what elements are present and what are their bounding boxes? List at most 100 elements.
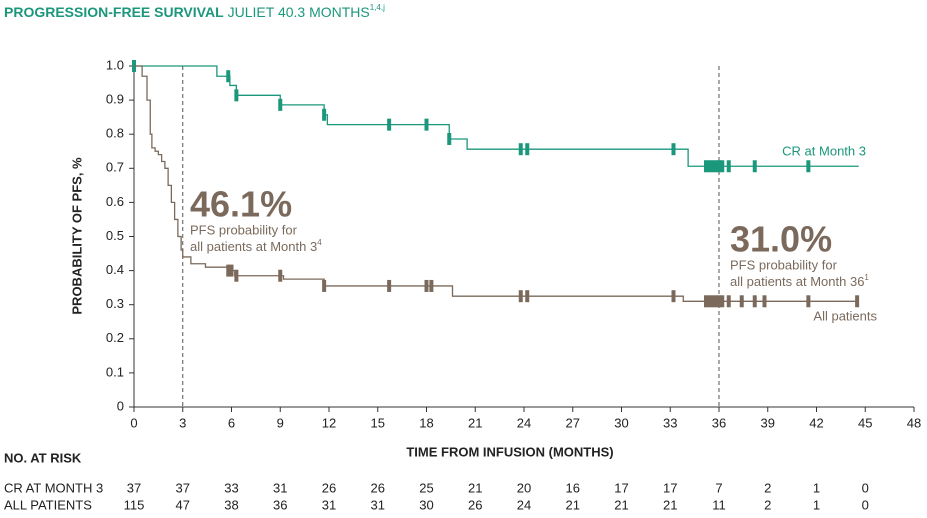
- risk-value: 37: [127, 480, 141, 495]
- censor-mark: [234, 89, 239, 102]
- risk-value: 0: [862, 480, 869, 495]
- censor-mark: [713, 295, 718, 308]
- annotation-text: all patients at Month 34: [190, 238, 322, 254]
- risk-value: 7: [715, 480, 722, 495]
- censor-mark: [710, 295, 715, 308]
- risk-row-label: CR AT MONTH 3: [4, 480, 103, 495]
- risk-value: 25: [419, 480, 433, 495]
- annotation-text: all patients at Month 361: [730, 273, 869, 289]
- risk-value: 21: [468, 480, 482, 495]
- risk-value: 21: [663, 497, 677, 512]
- y-tick-label: 0.3: [106, 296, 124, 311]
- annotation-line: all patients at Month 36: [730, 274, 864, 289]
- risk-value: 2: [764, 497, 771, 512]
- censor-mark: [525, 143, 530, 156]
- censor-mark: [713, 160, 718, 173]
- x-tick-label: 45: [858, 415, 872, 430]
- risk-value: 21: [614, 497, 628, 512]
- y-tick-label: 0.9: [106, 92, 124, 107]
- risk-value: 2: [764, 480, 771, 495]
- risk-value: 115: [124, 497, 145, 512]
- censor-mark: [855, 295, 860, 308]
- x-tick-label: 30: [614, 415, 628, 430]
- censor-mark: [278, 98, 283, 111]
- x-tick-label: 15: [371, 415, 385, 430]
- censor-mark: [739, 295, 744, 308]
- risk-value: 0: [862, 497, 869, 512]
- risk-value: 26: [468, 497, 482, 512]
- risk-value: 17: [614, 480, 628, 495]
- risk-row-label: ALL PATIENTS: [4, 497, 92, 512]
- risk-value: 31: [371, 497, 385, 512]
- censor-mark: [518, 143, 523, 156]
- annotation-value: 46.1%: [190, 184, 292, 225]
- risk-value: 24: [517, 497, 531, 512]
- censor-mark: [726, 160, 731, 173]
- series-label: CR at Month 3: [782, 143, 866, 158]
- x-tick-label: 12: [322, 415, 336, 430]
- risk-value: 31: [273, 480, 287, 495]
- survival-curve: [134, 65, 859, 302]
- x-tick-label: 9: [277, 415, 284, 430]
- censor-mark: [229, 264, 234, 277]
- censor-mark: [322, 108, 327, 121]
- risk-value: 20: [517, 480, 531, 495]
- title-rest: JULIET 40.3 MONTHS: [228, 4, 370, 20]
- annotation-text: PFS probability for: [730, 257, 838, 272]
- x-tick-label: 39: [761, 415, 775, 430]
- censor-mark: [278, 269, 283, 282]
- title-bold: PROGRESSION-FREE SURVIVAL: [4, 4, 224, 20]
- series-label: All patients: [813, 308, 877, 323]
- x-tick-label: 18: [419, 415, 433, 430]
- risk-value: 11: [712, 497, 726, 512]
- censor-mark: [387, 118, 392, 131]
- y-tick-label: 0.8: [106, 126, 124, 141]
- censor-mark: [806, 160, 811, 173]
- risk-value: 36: [273, 497, 287, 512]
- x-tick-label: 42: [809, 415, 823, 430]
- censor-mark: [234, 269, 239, 282]
- censor-mark: [671, 143, 676, 156]
- x-tick-label: 0: [130, 415, 137, 430]
- risk-value: 37: [176, 480, 190, 495]
- censor-mark: [387, 279, 392, 292]
- annotation-sup: 1: [864, 273, 869, 282]
- censor-mark: [707, 160, 712, 173]
- annotation-line: all patients at Month 3: [190, 239, 317, 254]
- censor-mark: [704, 295, 708, 308]
- censor-mark: [752, 295, 757, 308]
- y-tick-label: 0.6: [106, 194, 124, 209]
- censor-mark: [717, 295, 721, 308]
- censor-mark: [226, 70, 231, 83]
- censor-mark: [762, 295, 767, 308]
- censor-mark: [671, 290, 676, 303]
- censor-mark: [720, 160, 725, 173]
- censor-mark: [424, 279, 429, 292]
- annotation-value: 31.0%: [730, 219, 832, 260]
- censor-mark: [447, 132, 452, 145]
- x-tick-label: 27: [566, 415, 580, 430]
- censor-mark: [226, 264, 231, 277]
- censor-mark: [752, 160, 757, 173]
- risk-value: 21: [566, 497, 580, 512]
- x-tick-label: 36: [712, 415, 726, 430]
- censor-mark: [710, 160, 715, 173]
- risk-title: NO. AT RISK: [4, 450, 82, 465]
- risk-value: 26: [371, 480, 385, 495]
- y-tick-label: 0.5: [106, 228, 124, 243]
- risk-value: 31: [322, 497, 336, 512]
- x-tick-label: 6: [228, 415, 235, 430]
- risk-value: 1: [813, 497, 820, 512]
- risk-value: 47: [176, 497, 190, 512]
- y-tick-label: 0.4: [106, 262, 124, 277]
- censor-mark: [806, 295, 811, 308]
- x-tick-label: 33: [663, 415, 677, 430]
- x-tick-label: 24: [517, 415, 531, 430]
- censor-mark: [429, 279, 434, 292]
- chart-title: PROGRESSION-FREE SURVIVAL JULIET 40.3 MON…: [4, 3, 385, 20]
- annotation-sup: 4: [317, 238, 322, 247]
- censor-mark: [322, 279, 327, 292]
- censor-mark: [726, 295, 731, 308]
- censor-mark: [518, 290, 523, 303]
